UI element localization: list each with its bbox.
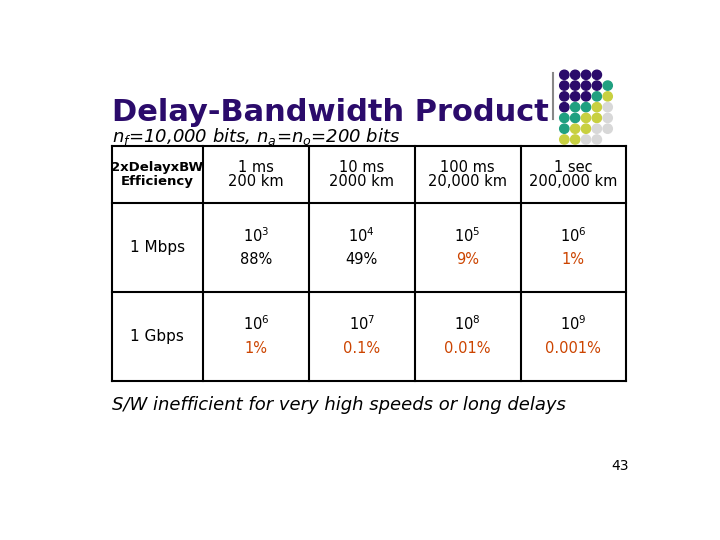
Circle shape (593, 92, 601, 101)
Text: 2000 km: 2000 km (329, 174, 395, 189)
Circle shape (581, 124, 590, 133)
Circle shape (559, 92, 569, 101)
Text: Delay-Bandwidth Product: Delay-Bandwidth Product (112, 98, 549, 127)
Circle shape (581, 70, 590, 79)
Text: Efficiency: Efficiency (121, 175, 194, 188)
Circle shape (570, 113, 580, 123)
Circle shape (570, 103, 580, 112)
Circle shape (603, 81, 612, 90)
Text: $10^7$: $10^7$ (348, 315, 375, 333)
Text: 20,000 km: 20,000 km (428, 174, 507, 189)
Text: 1 Gbps: 1 Gbps (130, 329, 184, 344)
Text: 88%: 88% (240, 253, 272, 267)
Circle shape (581, 135, 590, 144)
Circle shape (570, 124, 580, 133)
Circle shape (603, 124, 612, 133)
Text: 9%: 9% (456, 253, 479, 267)
Circle shape (559, 113, 569, 123)
Text: 1 sec: 1 sec (554, 160, 593, 175)
Circle shape (593, 124, 601, 133)
Text: 1 ms: 1 ms (238, 160, 274, 175)
Circle shape (603, 113, 612, 123)
Circle shape (593, 70, 601, 79)
Circle shape (581, 113, 590, 123)
Circle shape (570, 135, 580, 144)
Circle shape (593, 103, 601, 112)
Text: 0.1%: 0.1% (343, 341, 380, 356)
Circle shape (593, 113, 601, 123)
Circle shape (593, 81, 601, 90)
Circle shape (570, 81, 580, 90)
Circle shape (593, 135, 601, 144)
Circle shape (581, 92, 590, 101)
Text: $10^3$: $10^3$ (243, 226, 269, 245)
Text: 49%: 49% (346, 253, 378, 267)
Circle shape (559, 135, 569, 144)
Text: 1%: 1% (562, 253, 585, 267)
Text: $10^9$: $10^9$ (560, 315, 587, 333)
Text: $10^5$: $10^5$ (454, 226, 481, 245)
Text: $10^6$: $10^6$ (560, 226, 587, 245)
Text: 2xDelayxBW: 2xDelayxBW (112, 161, 204, 174)
Text: 100 ms: 100 ms (441, 160, 495, 175)
Circle shape (559, 103, 569, 112)
Text: $n_f$=10,000 bits, $n_a$=$n_o$=200 bits: $n_f$=10,000 bits, $n_a$=$n_o$=200 bits (112, 126, 400, 147)
Text: 200,000 km: 200,000 km (529, 174, 618, 189)
Text: 0.001%: 0.001% (546, 341, 601, 356)
Circle shape (603, 103, 612, 112)
Text: 200 km: 200 km (228, 174, 284, 189)
Text: 1 Mbps: 1 Mbps (130, 240, 185, 255)
Circle shape (559, 124, 569, 133)
Circle shape (559, 70, 569, 79)
Text: 0.01%: 0.01% (444, 341, 491, 356)
Text: $10^6$: $10^6$ (243, 315, 269, 333)
Circle shape (603, 92, 612, 101)
Circle shape (559, 81, 569, 90)
Text: 10 ms: 10 ms (339, 160, 384, 175)
Circle shape (581, 81, 590, 90)
Text: 43: 43 (611, 459, 629, 473)
Text: 1%: 1% (245, 341, 268, 356)
Circle shape (570, 70, 580, 79)
Text: S/W inefficient for very high speeds or long delays: S/W inefficient for very high speeds or … (112, 396, 566, 414)
Circle shape (581, 103, 590, 112)
Text: $10^8$: $10^8$ (454, 315, 481, 333)
Text: $10^4$: $10^4$ (348, 226, 375, 245)
Circle shape (570, 92, 580, 101)
